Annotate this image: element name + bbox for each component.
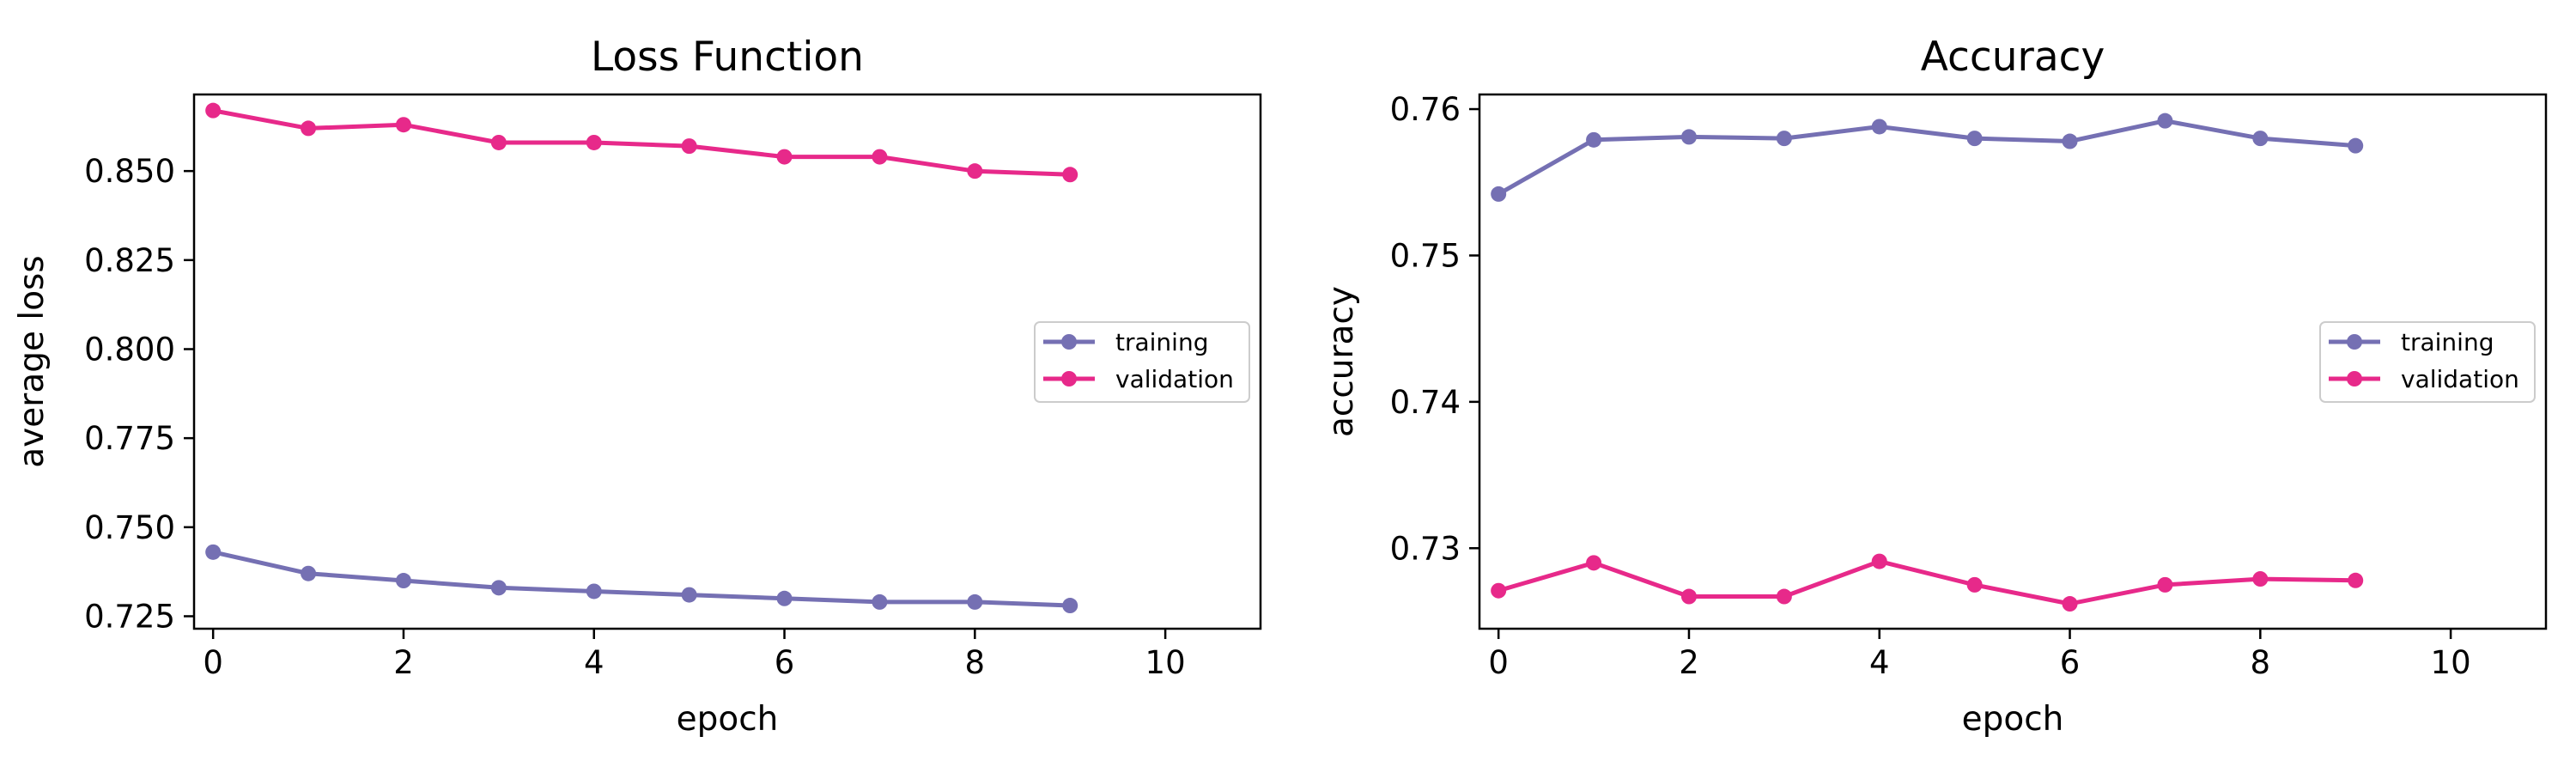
accuracy-legend-validation-label: validation [2401, 365, 2519, 393]
accuracy-x-tick-label: 0 [1488, 644, 1509, 681]
accuracy-training-point [1586, 131, 1602, 148]
accuracy-training-point [2157, 113, 2173, 129]
accuracy-training-point [2062, 133, 2078, 149]
accuracy-x-tick-label: 10 [2431, 644, 2471, 681]
loss-legend: training validation [1034, 321, 1250, 403]
accuracy-validation-point [1586, 555, 1602, 571]
accuracy-x-tick-label: 4 [1869, 644, 1890, 681]
accuracy-legend-training-label: training [2401, 328, 2494, 356]
loss-x-tick-label: 8 [965, 644, 986, 681]
loss-legend-validation-marker [1061, 371, 1077, 386]
loss-validation-point [681, 138, 697, 155]
loss-y-tick-label: 0.725 [84, 598, 175, 635]
accuracy-training-point [1680, 129, 1697, 145]
accuracy-x-tick-label: 2 [1679, 644, 1699, 681]
accuracy-chart-panel: Accuracy epoch accuracy 0 2 4 6 8 100.730.740… [1322, 33, 2548, 739]
accuracy-validation-point [2252, 571, 2269, 587]
loss-training-point [490, 580, 507, 596]
accuracy-training-point [1966, 131, 1983, 147]
accuracy-training-point [1776, 131, 1792, 147]
accuracy-validation-point [1680, 588, 1697, 605]
loss-y-tick-label: 0.850 [84, 153, 175, 190]
loss-validation-point [490, 134, 507, 150]
loss-chart-title: Loss Function [591, 33, 864, 81]
loss-training-point [681, 587, 697, 603]
loss-validation-point [776, 149, 793, 165]
loss-validation-point [395, 117, 411, 133]
accuracy-validation-point [1491, 582, 1507, 599]
accuracy-validation-point [2157, 576, 2173, 593]
accuracy-training-point [2348, 137, 2364, 154]
loss-legend-training-label: training [1115, 328, 1208, 356]
loss-validation-point [872, 149, 888, 165]
loss-training-point [967, 593, 983, 610]
accuracy-legend-training-marker [2347, 334, 2362, 350]
accuracy-legend-validation-marker [2347, 371, 2362, 386]
accuracy-y-tick-label: 0.75 [1390, 237, 1461, 274]
loss-y-tick-label: 0.775 [84, 420, 175, 457]
loss-y-tick-label: 0.800 [84, 331, 175, 368]
loss-y-axis-label: average loss [13, 255, 52, 467]
loss-x-tick-label: 6 [775, 644, 795, 681]
accuracy-x-tick-label: 6 [2060, 644, 2081, 681]
loss-training-point [1062, 598, 1078, 614]
accuracy-training-line [1497, 119, 2356, 197]
accuracy-training-point [2252, 131, 2269, 147]
loss-training-point [395, 573, 411, 589]
loss-y-tick-label: 0.750 [84, 509, 175, 546]
loss-training-point [586, 583, 602, 600]
loss-plot-area: 0 2 4 6 8 10 0.725 0.750 0.775 0.800 0.825 0.850 [84, 102, 1186, 681]
accuracy-y-tick-label: 0.73 [1390, 530, 1461, 567]
loss-x-tick-label: 0 [203, 644, 223, 681]
loss-x-axis-label: epoch [677, 700, 779, 739]
loss-chart-panel: Loss Function epoch average loss 0 2 4 6 8 10… [13, 33, 1262, 739]
accuracy-validation-line [1498, 559, 2356, 606]
loss-validation-point [1062, 167, 1078, 183]
loss-training-point [872, 593, 888, 610]
loss-validation-point [301, 120, 317, 137]
loss-axes-frame [192, 93, 1262, 630]
loss-validation-point [967, 163, 983, 180]
loss-x-tick-label: 2 [393, 644, 414, 681]
accuracy-y-axis-label: accuracy [1322, 286, 1361, 437]
accuracy-x-axis-label: epoch [1962, 700, 2064, 739]
loss-validation-point [586, 134, 602, 150]
loss-x-tick-label: 4 [584, 644, 605, 681]
loss-training-point [205, 544, 222, 560]
accuracy-y-tick-label: 0.74 [1390, 384, 1461, 421]
accuracy-training-point [1871, 119, 1887, 135]
accuracy-validation-point [1776, 588, 1792, 605]
accuracy-training-point [1491, 186, 1507, 202]
loss-legend-training-marker [1061, 334, 1077, 350]
loss-training-point [301, 565, 317, 581]
loss-validation-point [205, 102, 222, 119]
accuracy-x-tick-label: 8 [2251, 644, 2271, 681]
loss-training-point [776, 590, 793, 606]
loss-legend-validation-label: validation [1115, 365, 1234, 393]
accuracy-y-tick-label: 0.76 [1390, 91, 1461, 128]
accuracy-legend: training validation [2319, 321, 2536, 403]
loss-x-tick-label: 10 [1145, 644, 1186, 681]
accuracy-validation-point [2062, 596, 2078, 612]
loss-validation-line [212, 108, 1071, 177]
loss-y-tick-label: 0.825 [84, 242, 175, 279]
accuracy-axes-frame [1478, 93, 2548, 630]
accuracy-plot-area: 0 2 4 6 8 10 0.73 0.74 0.75 0.76 [1390, 91, 2471, 681]
loss-training-line [212, 550, 1071, 608]
accuracy-validation-point [2348, 572, 2364, 588]
accuracy-chart-title: Accuracy [1921, 33, 2105, 81]
accuracy-validation-point [1966, 576, 1983, 593]
accuracy-validation-point [1871, 553, 1887, 569]
